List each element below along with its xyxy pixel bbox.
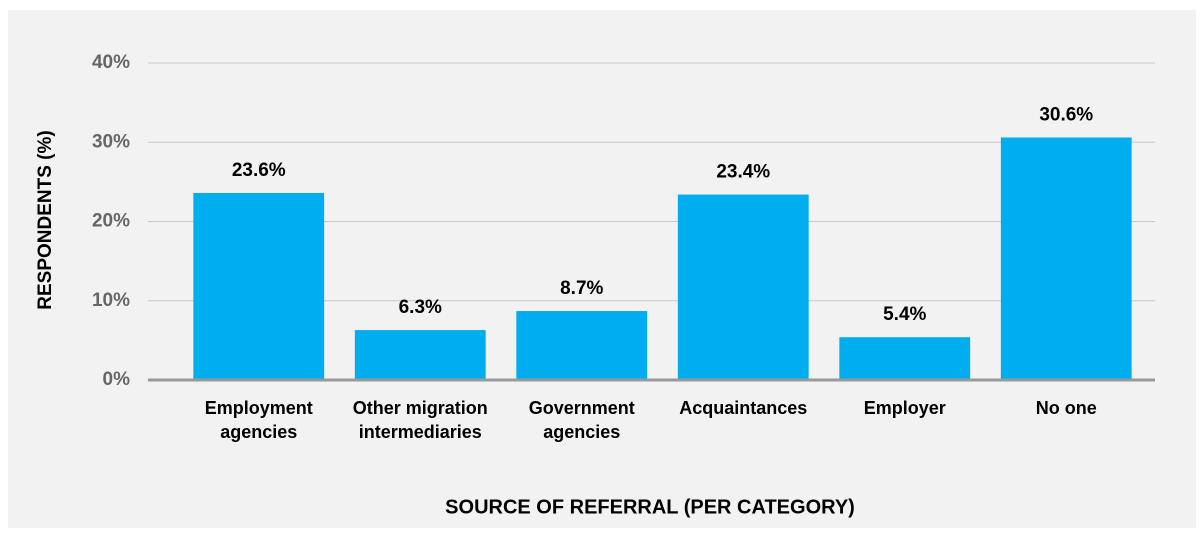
x-tick-label: Government agencies: [528, 398, 635, 442]
y-tick-label: 20%: [92, 211, 130, 232]
bar: [1000, 137, 1132, 380]
x-tick-label: Other migration intermediaries: [352, 398, 488, 442]
x-tick-label: Employer: [863, 398, 946, 418]
x-tick-label: Employment agencies: [204, 398, 313, 442]
value-label: 6.3%: [399, 297, 442, 318]
x-tick-label: Acquaintances: [679, 398, 808, 418]
y-axis-title: RESPONDENTS (%): [35, 130, 56, 309]
y-tick-label: 0%: [103, 369, 131, 390]
y-tick-label: 40%: [92, 52, 130, 73]
bar: [193, 192, 325, 380]
bar: [516, 311, 648, 380]
y-tick-label: 30%: [92, 131, 130, 152]
value-label: 30.6%: [1039, 105, 1093, 126]
value-label: 23.6%: [232, 160, 286, 181]
value-label: 23.4%: [716, 162, 770, 183]
bar: [677, 194, 809, 380]
y-tick-label: 10%: [92, 290, 130, 311]
x-tick-label: No one: [1035, 398, 1097, 418]
x-axis-title: SOURCE OF REFERRAL (PER CATEGORY): [445, 496, 855, 518]
bar: [354, 330, 486, 380]
value-label: 5.4%: [883, 304, 926, 325]
value-label: 8.7%: [560, 278, 603, 299]
bar: [839, 337, 971, 380]
